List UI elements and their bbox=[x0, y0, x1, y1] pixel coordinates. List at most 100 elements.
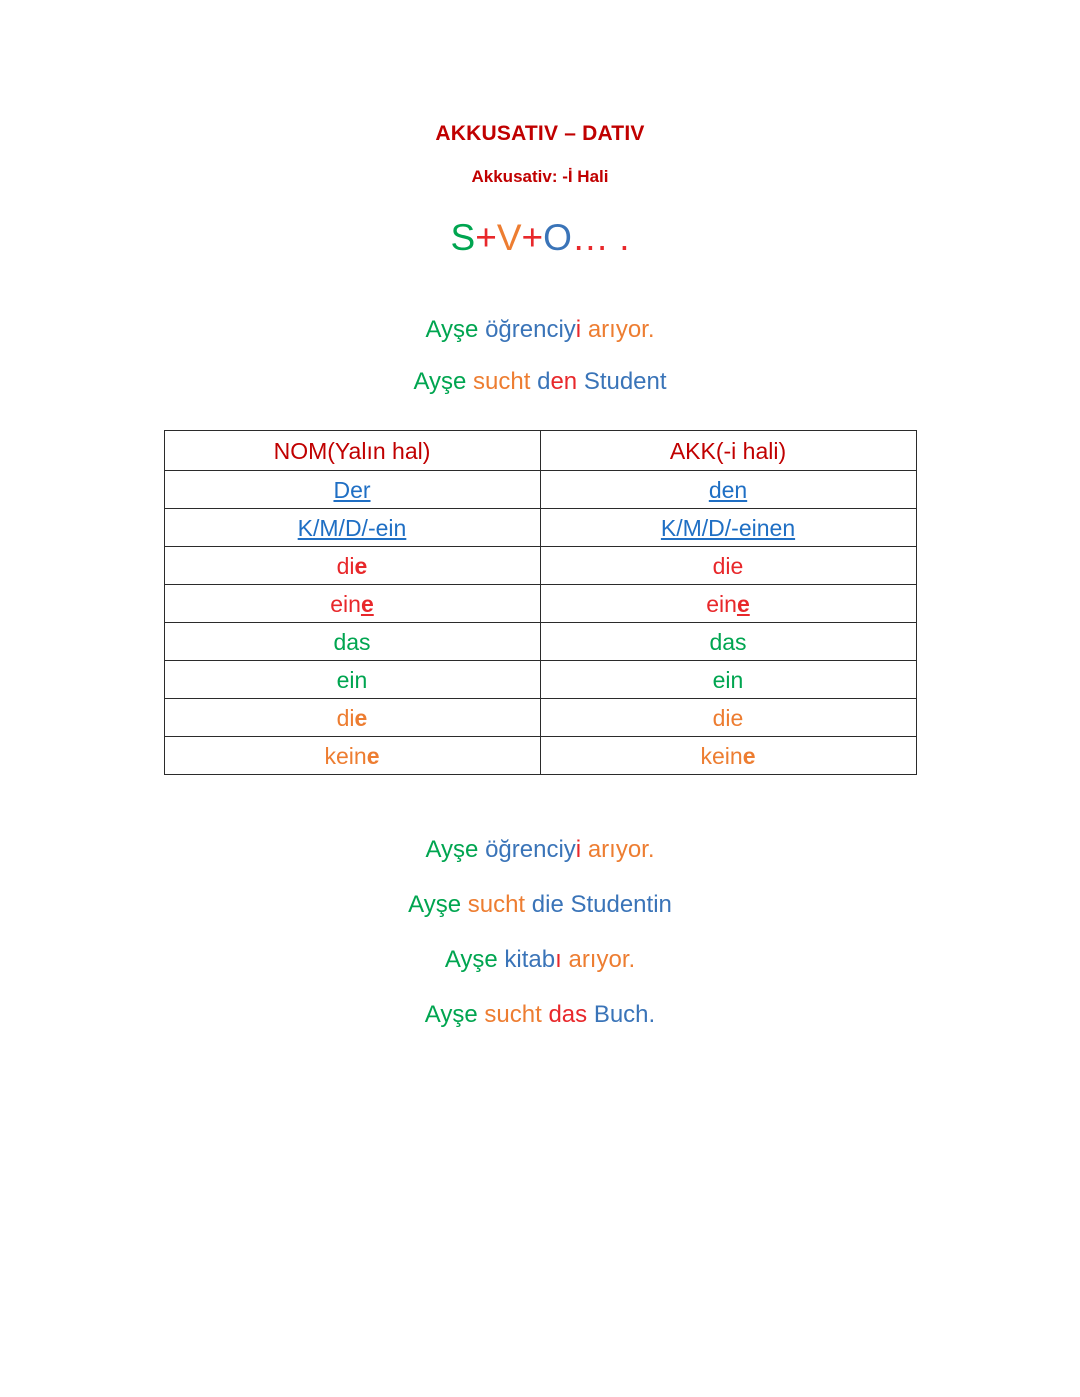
example-2-de1-object: die Studentin bbox=[531, 890, 672, 918]
space bbox=[577, 368, 584, 395]
table-row: die die bbox=[163, 546, 917, 586]
page-title: AKKUSATIV – DATIV bbox=[435, 122, 645, 145]
table-cell-akk-5: ein bbox=[539, 660, 917, 700]
table-row: das das bbox=[163, 622, 917, 662]
table-cell-akk-0: den bbox=[539, 470, 917, 510]
space bbox=[587, 1001, 594, 1028]
table-row: keine keine bbox=[163, 736, 917, 776]
cell-stem: K/M/D/-einen bbox=[660, 514, 796, 541]
page-subtitle: Akkusativ: -İ Hali bbox=[471, 167, 609, 187]
example-2-tr1-verb: arıyor. bbox=[587, 836, 655, 864]
table-cell-nom-2: die bbox=[163, 546, 541, 586]
table-header-row: NOM(Yalın hal) AKK(-i hali) bbox=[163, 430, 917, 472]
example-2-turkish-line-2: Ayşe kitabı arıyor. bbox=[0, 919, 1080, 974]
example-1-tr-object-stem: öğrenciy bbox=[485, 316, 576, 344]
table-header-accusative: AKK(-i hali) bbox=[539, 430, 917, 472]
formula-plus-1: + bbox=[475, 216, 497, 258]
space bbox=[525, 891, 532, 918]
example-1-de-noun: Student bbox=[583, 368, 667, 396]
example-1-turkish-line: Ayşe öğrenciyi arıyor. bbox=[0, 316, 1080, 344]
table-row: ein ein bbox=[163, 660, 917, 700]
example-1-de-subject: Ayşe bbox=[413, 368, 467, 396]
cell-stem: Der bbox=[333, 476, 371, 503]
cell-suffix: e bbox=[366, 742, 380, 769]
example-2-de1-verb: sucht bbox=[467, 890, 526, 918]
cell-stem: das bbox=[709, 628, 747, 655]
example-2-tr1-object-suffix: i bbox=[575, 836, 582, 864]
cell-stem: K/M/D/-ein bbox=[297, 514, 407, 541]
example-2-de1-subject: Ayşe bbox=[408, 890, 462, 918]
cell-stem: ein bbox=[706, 590, 737, 617]
table-cell-nom-4: das bbox=[163, 622, 541, 662]
space bbox=[461, 891, 468, 918]
table-cell-akk-2: die bbox=[539, 546, 917, 586]
example-2-de2-subject: Ayşe bbox=[424, 1000, 478, 1028]
example-2-tr1-object-stem: öğrenciy bbox=[485, 836, 576, 864]
space bbox=[581, 316, 588, 343]
cell-stem: di bbox=[336, 552, 355, 579]
nominative-accusative-table: NOM(Yalın hal) AKK(-i hali) Der den K/M/… bbox=[163, 430, 917, 776]
example-block-one: Ayşe öğrenciyi arıyor. Ayşe sucht den St… bbox=[0, 259, 1080, 396]
example-block-two: Ayşe öğrenciyi arıyor. Ayşe sucht die St… bbox=[0, 775, 1080, 1029]
example-2-tr2-verb: arıyor. bbox=[568, 945, 636, 973]
example-1-german-line: Ayşe sucht den Student bbox=[0, 344, 1080, 396]
formula-plus-2: + bbox=[521, 216, 544, 258]
sentence-structure-formula: S+V+O… . bbox=[0, 187, 1080, 260]
example-1-tr-object-suffix: i bbox=[575, 316, 582, 344]
cell-stem: ein bbox=[712, 666, 744, 693]
cell-suffix: e bbox=[354, 552, 368, 579]
table-row: die die bbox=[163, 698, 917, 738]
formula-verb: V bbox=[496, 216, 522, 258]
table-header-nominative: NOM(Yalın hal) bbox=[163, 430, 541, 472]
cell-suffix: e bbox=[360, 590, 374, 617]
example-2-de2-noun: Buch. bbox=[593, 1000, 656, 1028]
table-row: Der den bbox=[163, 470, 917, 510]
formula-final-period: . bbox=[619, 216, 630, 258]
example-2-de2-verb: sucht bbox=[484, 1000, 542, 1028]
cell-suffix: e bbox=[736, 590, 750, 617]
cell-suffix: e bbox=[354, 704, 368, 731]
table-cell-nom-3: eine bbox=[163, 584, 541, 624]
cell-stem: die bbox=[712, 552, 744, 579]
case-table-container: NOM(Yalın hal) AKK(-i hali) Der den K/M/… bbox=[0, 396, 1080, 776]
table-cell-akk-3: eine bbox=[539, 584, 917, 624]
table-cell-akk-6: die bbox=[539, 698, 917, 738]
cell-suffix: e bbox=[742, 742, 756, 769]
example-2-german-line-2: Ayşe sucht das Buch. bbox=[0, 974, 1080, 1029]
cell-stem: ein bbox=[336, 666, 368, 693]
cell-stem: die bbox=[712, 704, 744, 731]
table-cell-nom-0: Der bbox=[163, 470, 541, 510]
formula-subject: S bbox=[450, 216, 476, 258]
table-cell-nom-6: die bbox=[163, 698, 541, 738]
example-1-tr-verb: arıyor. bbox=[587, 316, 655, 344]
table-cell-nom-7: keine bbox=[163, 736, 541, 776]
space bbox=[581, 836, 588, 863]
example-2-de2-article: das bbox=[548, 1000, 588, 1028]
table-row: eine eine bbox=[163, 584, 917, 624]
cell-stem: den bbox=[708, 476, 748, 503]
example-2-tr2-subject: Ayşe bbox=[444, 945, 498, 973]
table-cell-akk-7: keine bbox=[539, 736, 917, 776]
example-2-tr2-object-suffix: ı bbox=[555, 945, 562, 973]
formula-period bbox=[609, 217, 619, 258]
example-2-tr1-subject: Ayşe bbox=[425, 836, 479, 864]
table-row: K/M/D/-ein K/M/D/-einen bbox=[163, 508, 917, 548]
cell-stem: das bbox=[333, 628, 371, 655]
cell-stem: di bbox=[336, 704, 355, 731]
table-cell-akk-1: K/M/D/-einen bbox=[539, 508, 917, 548]
formula-ellipsis: … bbox=[571, 216, 609, 258]
cell-stem: ein bbox=[330, 590, 361, 617]
example-1-de-verb: sucht bbox=[473, 368, 531, 396]
example-2-turkish-line-1: Ayşe öğrenciyi arıyor. bbox=[0, 836, 1080, 864]
example-1-tr-subject: Ayşe bbox=[425, 316, 479, 344]
example-1-de-article-stem: d bbox=[537, 368, 551, 396]
cell-stem: kein bbox=[700, 742, 743, 769]
example-2-german-line-1: Ayşe sucht die Studentin bbox=[0, 864, 1080, 919]
table-cell-akk-4: das bbox=[539, 622, 917, 662]
example-1-de-article-suffix: en bbox=[550, 368, 578, 396]
example-2-tr2-object-stem: kitab bbox=[504, 945, 556, 973]
cell-stem: kein bbox=[324, 742, 367, 769]
table-cell-nom-1: K/M/D/-ein bbox=[163, 508, 541, 548]
table-cell-nom-5: ein bbox=[163, 660, 541, 700]
